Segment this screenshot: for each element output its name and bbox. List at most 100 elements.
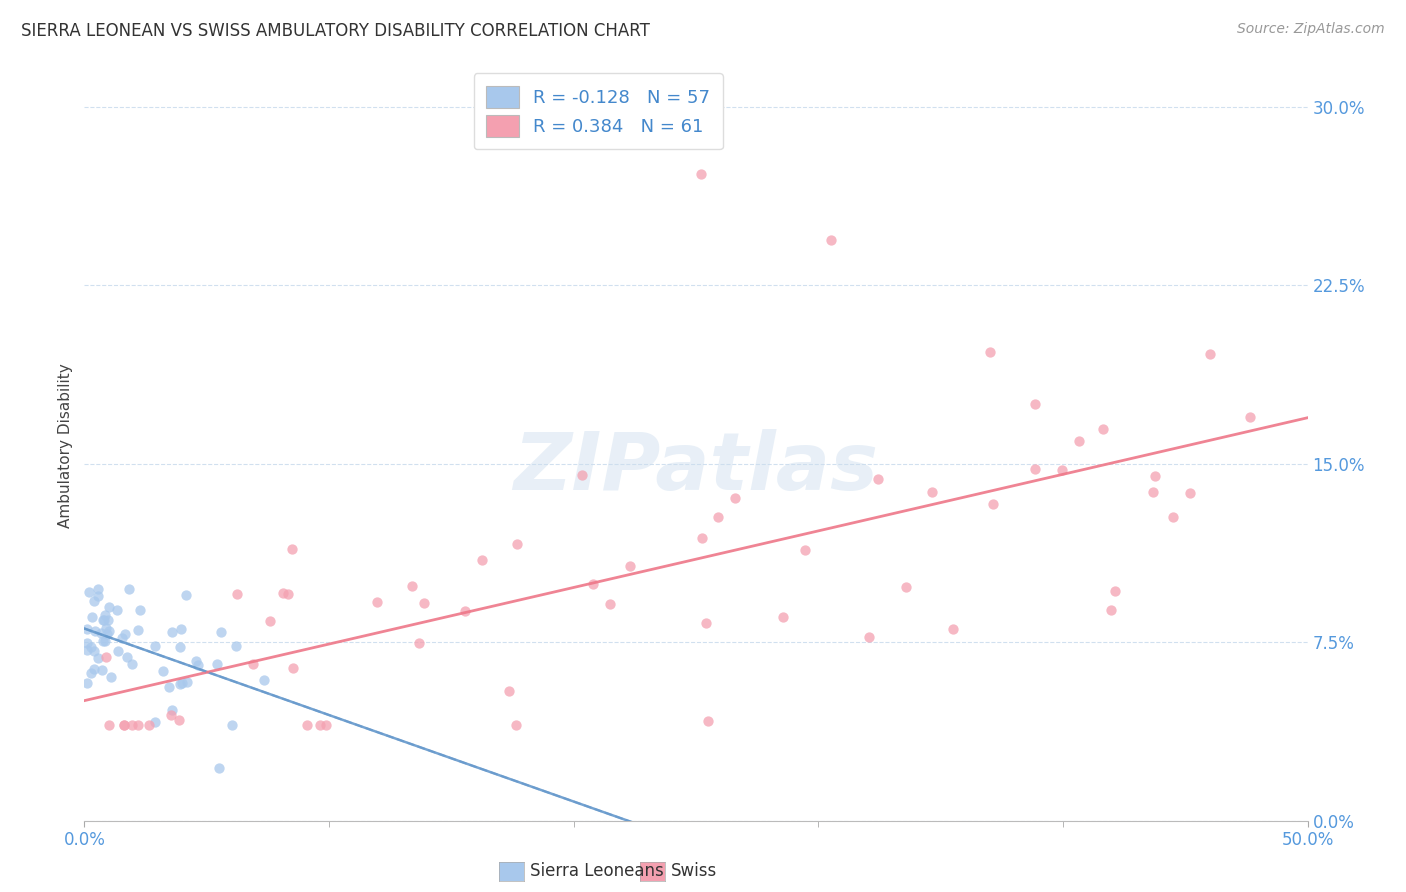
Point	[506, 537, 529, 551]
Text: SIERRA LEONEAN VS SWISS AMBULATORY DISABILITY CORRELATION CHART: SIERRA LEONEAN VS SWISS AMBULATORY DISAB…	[21, 22, 650, 40]
Point	[114, 626, 136, 640]
Point	[401, 579, 423, 593]
Point	[242, 657, 264, 671]
Point	[225, 639, 247, 653]
Point	[87, 651, 110, 665]
Point	[707, 509, 730, 524]
Point	[1198, 347, 1220, 361]
Point	[87, 582, 110, 597]
Point	[94, 621, 117, 635]
Point	[208, 761, 231, 775]
Point	[94, 607, 117, 622]
Point	[981, 497, 1004, 511]
Point	[697, 714, 720, 728]
Point	[471, 552, 494, 566]
Y-axis label: Ambulatory Disability: Ambulatory Disability	[58, 364, 73, 528]
Point	[143, 714, 166, 729]
Point	[83, 662, 105, 676]
Point	[157, 680, 180, 694]
Text: Source: ZipAtlas.com: Source: ZipAtlas.com	[1237, 22, 1385, 37]
Point	[121, 657, 143, 671]
Point	[93, 634, 115, 648]
Point	[366, 595, 388, 609]
Point	[1024, 396, 1046, 410]
Point	[100, 669, 122, 683]
Point	[253, 673, 276, 688]
Point	[412, 596, 434, 610]
Point	[599, 597, 621, 611]
Point	[921, 484, 943, 499]
Point	[91, 613, 114, 627]
Point	[315, 718, 337, 732]
Point	[207, 657, 229, 672]
Point	[408, 636, 430, 650]
Point	[152, 664, 174, 678]
Point	[87, 589, 110, 603]
Point	[76, 643, 98, 657]
Point	[277, 587, 299, 601]
Point	[97, 614, 120, 628]
Point	[1239, 410, 1261, 425]
Legend: R = -0.128   N = 57, R = 0.384   N = 61: R = -0.128 N = 57, R = 0.384 N = 61	[474, 73, 723, 150]
Point	[187, 657, 209, 672]
Point	[90, 625, 112, 640]
Text: Swiss: Swiss	[671, 863, 717, 880]
Point	[143, 640, 166, 654]
Point	[1104, 583, 1126, 598]
Point	[93, 633, 115, 648]
Point	[979, 345, 1001, 359]
Point	[128, 603, 150, 617]
Point	[94, 650, 117, 665]
Point	[942, 623, 965, 637]
Point	[98, 624, 121, 638]
Point	[209, 625, 232, 640]
Point	[84, 624, 107, 638]
Point	[91, 664, 114, 678]
Point	[1092, 422, 1115, 436]
Point	[868, 472, 890, 486]
Point	[281, 661, 304, 675]
Point	[794, 542, 817, 557]
Point	[98, 599, 121, 614]
Point	[169, 640, 191, 654]
Point	[105, 603, 128, 617]
Point	[80, 640, 103, 654]
Point	[121, 718, 143, 732]
Point	[690, 531, 713, 545]
Point	[1178, 486, 1201, 500]
Point	[169, 713, 191, 727]
Point	[159, 708, 181, 723]
Point	[112, 718, 135, 732]
Point	[309, 718, 332, 732]
Point	[76, 622, 98, 636]
Point	[1024, 462, 1046, 476]
Point	[1142, 484, 1164, 499]
Point	[271, 586, 294, 600]
Point	[169, 676, 191, 690]
Point	[695, 616, 717, 631]
Point	[1163, 510, 1185, 524]
Point	[1050, 463, 1073, 477]
Point	[1099, 603, 1122, 617]
Point	[186, 654, 208, 668]
Point	[689, 167, 711, 181]
Point	[162, 703, 184, 717]
Point	[83, 644, 105, 658]
Point	[111, 632, 134, 646]
Point	[858, 631, 880, 645]
Point	[896, 580, 918, 594]
Point	[76, 635, 98, 649]
Point	[582, 577, 605, 591]
Point	[571, 468, 593, 483]
Point	[112, 718, 135, 732]
Point	[176, 588, 198, 602]
Point	[454, 604, 477, 618]
Point	[505, 718, 527, 732]
Point	[221, 718, 243, 732]
Point	[498, 684, 520, 698]
Point	[117, 649, 139, 664]
Point	[170, 675, 193, 690]
Point	[724, 491, 747, 505]
Point	[162, 624, 184, 639]
Point	[83, 594, 105, 608]
